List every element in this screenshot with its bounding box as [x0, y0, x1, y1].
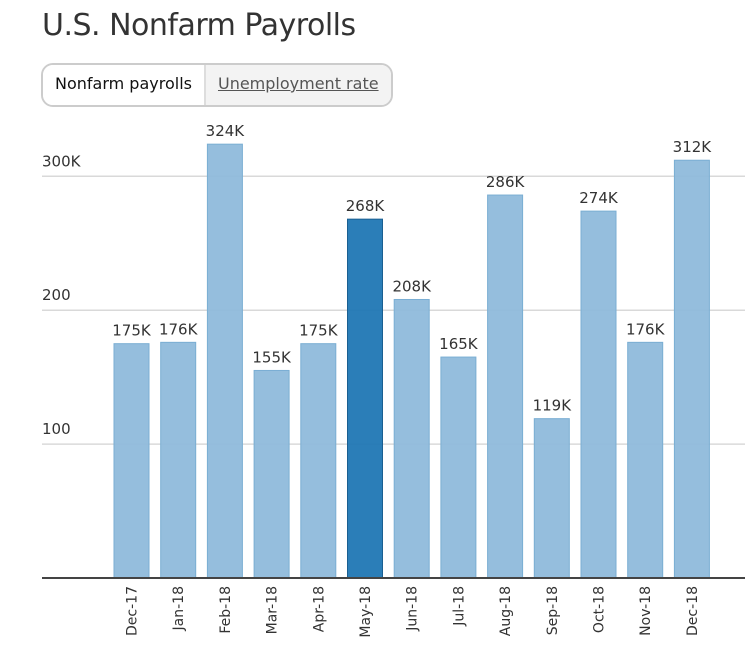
y-tick-label: 100 — [42, 420, 71, 438]
bar-aug-18 — [487, 194, 524, 579]
x-tick-label: May-18 — [358, 586, 374, 638]
metric-toggle: Nonfarm payrolls Unemployment rate — [41, 63, 393, 107]
x-tick-label: Oct-18 — [592, 586, 608, 633]
data-label: 176K — [626, 320, 666, 338]
data-label: 175K — [299, 322, 339, 340]
bar-feb-18 — [206, 143, 243, 579]
bar-jul-18 — [440, 356, 477, 579]
bar-nov-18 — [627, 341, 664, 579]
x-tick-label: Dec-18 — [685, 586, 701, 636]
bar-dec-18 — [673, 159, 710, 579]
data-label: 274K — [579, 189, 619, 207]
x-tick-label: Jun-18 — [405, 586, 421, 632]
data-label: 208K — [392, 277, 432, 295]
data-label: 312K — [673, 138, 713, 156]
bar-dec-17 — [113, 343, 150, 579]
bar-mar-18 — [253, 369, 290, 579]
x-tick-label: Apr-18 — [311, 586, 327, 632]
data-label: 286K — [486, 173, 526, 191]
data-label: 324K — [206, 122, 246, 140]
x-tick-label: Mar-18 — [265, 586, 281, 634]
tab-unemployment-rate[interactable]: Unemployment rate — [205, 65, 391, 105]
x-tick-label: Nov-18 — [638, 586, 654, 636]
data-label: 268K — [346, 197, 386, 215]
x-tick-label: Aug-18 — [498, 586, 514, 636]
bar-jun-18 — [393, 298, 430, 579]
data-label: 175K — [112, 322, 152, 340]
y-tick-label: 200 — [42, 286, 71, 304]
data-label: 176K — [159, 320, 199, 338]
x-tick-label: Dec-17 — [125, 586, 141, 636]
x-tick-label: Jan-18 — [171, 586, 187, 631]
bar-jan-18 — [160, 341, 197, 579]
bar-sep-18 — [533, 418, 570, 579]
bar-apr-18 — [300, 343, 337, 579]
data-label: 165K — [439, 335, 479, 353]
data-label: 119K — [533, 397, 573, 415]
page-title: U.S. Nonfarm Payrolls — [42, 8, 356, 43]
x-tick-label: Jul-18 — [451, 586, 467, 627]
y-tick-label: 300K — [42, 152, 82, 170]
data-label: 155K — [252, 348, 292, 366]
tab-nonfarm-payrolls[interactable]: Nonfarm payrolls — [43, 65, 206, 105]
bar-may-18 — [347, 218, 383, 579]
bar-oct-18 — [580, 210, 617, 579]
x-tick-label: Sep-18 — [545, 586, 561, 635]
x-tick-label: Feb-18 — [218, 586, 234, 634]
